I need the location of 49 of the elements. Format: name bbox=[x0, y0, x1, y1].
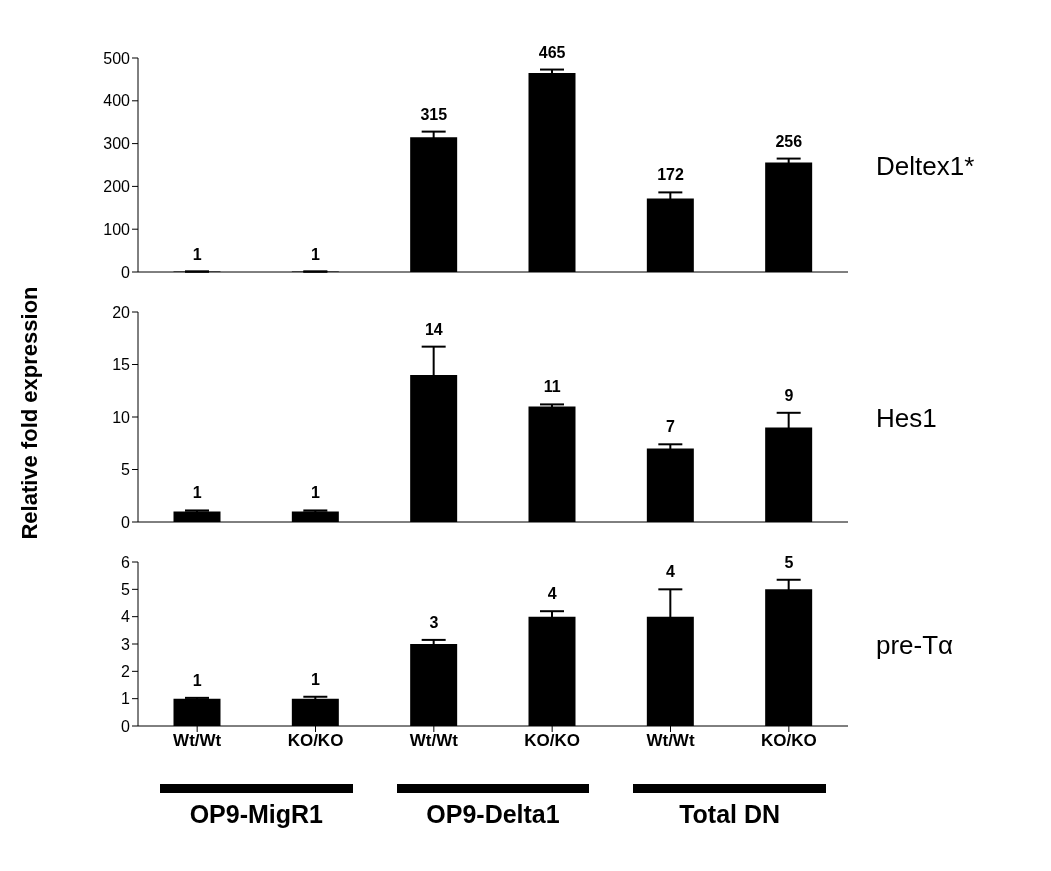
data-label: 256 bbox=[775, 132, 803, 150]
y-tick-label: 5 bbox=[121, 461, 131, 479]
x-tick-label: Wt/Wt bbox=[409, 731, 459, 751]
y-tick-label: 4 bbox=[121, 608, 131, 626]
y-tick-label: 500 bbox=[103, 49, 131, 67]
data-label: 14 bbox=[424, 320, 443, 338]
data-label: 1 bbox=[192, 484, 202, 502]
y-tick-label: 6 bbox=[121, 553, 131, 571]
y-tick-label: 2 bbox=[121, 663, 131, 681]
data-label: 3 bbox=[429, 613, 439, 631]
data-label: 315 bbox=[420, 105, 448, 123]
data-label: 5 bbox=[784, 553, 794, 571]
y-tick-label: 15 bbox=[112, 356, 131, 374]
y-tick-label: 0 bbox=[121, 717, 131, 735]
data-label: 4 bbox=[666, 563, 676, 581]
y-tick-label: 10 bbox=[112, 408, 131, 426]
data-label: 1 bbox=[311, 670, 321, 688]
y2-axis-title: Hes1 bbox=[876, 403, 937, 433]
y-tick-label: 100 bbox=[103, 220, 131, 238]
x-tick-label: Wt/Wt bbox=[173, 731, 222, 751]
data-label: 4 bbox=[547, 585, 557, 603]
y-tick-label: 400 bbox=[103, 92, 131, 110]
x-tick-label: KO/KO bbox=[287, 731, 344, 751]
data-label: 1 bbox=[311, 484, 321, 502]
y-tick-label: 200 bbox=[103, 178, 131, 196]
text: OP9-Delta1 bbox=[425, 800, 561, 829]
data-label: 465 bbox=[538, 43, 566, 61]
x-tick-label: KO/KO bbox=[524, 731, 581, 751]
data-label: 11 bbox=[543, 378, 561, 396]
text: OP9-MigR1 bbox=[188, 800, 324, 829]
y-tick-label: 5 bbox=[121, 581, 131, 599]
y-tick-label: 20 bbox=[112, 303, 131, 321]
y2-axis-title: Deltex1* bbox=[876, 151, 975, 181]
y-tick-label: 0 bbox=[121, 263, 131, 281]
x-tick-label: KO/KO bbox=[760, 731, 817, 751]
data-label: 1 bbox=[192, 671, 202, 689]
data-label: 172 bbox=[657, 166, 684, 184]
x-tick-label: Wt/Wt bbox=[646, 731, 695, 751]
y-tick-label: 0 bbox=[121, 513, 131, 531]
data-label: 9 bbox=[784, 386, 794, 404]
y-tick-label: 300 bbox=[103, 135, 131, 153]
y2-axis-title: pre-Tα bbox=[876, 630, 954, 660]
data-label: 1 bbox=[311, 245, 321, 263]
y-tick-label: 3 bbox=[121, 635, 131, 653]
text: Total DN bbox=[678, 800, 782, 829]
data-label: 1 bbox=[192, 245, 202, 263]
y-tick-label: 1 bbox=[121, 690, 131, 708]
y-axis-title: Relative fold expression bbox=[17, 286, 43, 540]
data-label: 7 bbox=[666, 418, 676, 436]
